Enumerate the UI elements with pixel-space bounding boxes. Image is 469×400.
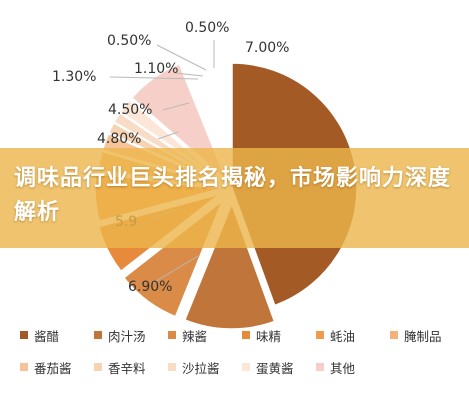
legend-row: 酱醋 肉汁汤 辣酱 味精 蚝油 腌制品 <box>20 319 469 351</box>
legend-item: 沙拉酱 <box>168 358 242 377</box>
legend-swatch <box>316 331 324 339</box>
legend-item: 番茄酱 <box>20 358 94 377</box>
data-label-5: 4.50% <box>108 102 152 118</box>
legend-label: 其他 <box>330 360 356 376</box>
leader-line-7 <box>174 72 204 77</box>
legend-swatch <box>168 363 176 371</box>
legend-swatch <box>94 331 102 339</box>
pie-slice-2 <box>183 201 276 330</box>
legend-swatch <box>20 363 28 371</box>
legend-label: 肉汁汤 <box>108 328 146 344</box>
data-label-6: 1.30% <box>52 69 96 85</box>
legend-swatch <box>316 363 324 371</box>
data-label-9: 0.50% <box>185 20 229 36</box>
legend-label: 沙拉酱 <box>182 360 220 376</box>
legend-label: 番茄酱 <box>34 360 72 376</box>
legend-label: 味精 <box>256 328 282 344</box>
legend-item: 肉汁汤 <box>94 326 168 345</box>
legend-item: 蛋黄酱 <box>242 358 316 377</box>
legend-label: 蛋黄酱 <box>256 360 294 376</box>
legend-swatch <box>390 331 398 339</box>
legend-item: 蚝油 <box>316 326 390 345</box>
leader-line-6 <box>109 76 199 80</box>
leader-line-2 <box>152 255 199 284</box>
legend-swatch <box>20 331 28 339</box>
legend-row: 番茄酱 香辛料 沙拉酱 蛋黄酱 其他 <box>20 351 469 383</box>
legend-item: 其他 <box>316 358 390 377</box>
data-label-7: 1.10% <box>134 61 178 77</box>
legend-item: 香辛料 <box>94 358 168 377</box>
legend-item: 味精 <box>242 326 316 345</box>
legend-item: 酱醋 <box>20 326 94 345</box>
data-label-2: 6.90% <box>128 279 172 295</box>
data-label-4: 4.80% <box>97 131 141 147</box>
data-label-8: 0.50% <box>107 33 151 49</box>
legend-label: 辣酱 <box>182 328 208 344</box>
leader-line-8 <box>156 44 207 71</box>
legend: 酱醋 肉汁汤 辣酱 味精 蚝油 腌制品 番茄酱 香辛料 沙拉酱 蛋黄酱 其他 <box>20 319 469 393</box>
legend-item: 腌制品 <box>390 326 460 345</box>
legend-label: 酱醋 <box>34 328 60 344</box>
banner-title: 调味品行业巨头排名揭秘，市场影响力深度解析 <box>14 166 452 225</box>
legend-swatch <box>94 363 102 371</box>
legend-label: 蚝油 <box>330 328 356 344</box>
legend-swatch <box>168 331 176 339</box>
leader-line-5 <box>162 102 190 111</box>
data-label-11: 7.00% <box>245 40 289 56</box>
title-banner: 调味品行业巨头排名揭秘，市场影响力深度解析 <box>0 148 469 248</box>
leader-line-4 <box>157 131 179 140</box>
legend-item: 辣酱 <box>168 326 242 345</box>
legend-label: 香辛料 <box>108 360 146 376</box>
legend-swatch <box>242 363 250 371</box>
legend-label: 腌制品 <box>404 328 442 344</box>
legend-swatch <box>242 331 250 339</box>
